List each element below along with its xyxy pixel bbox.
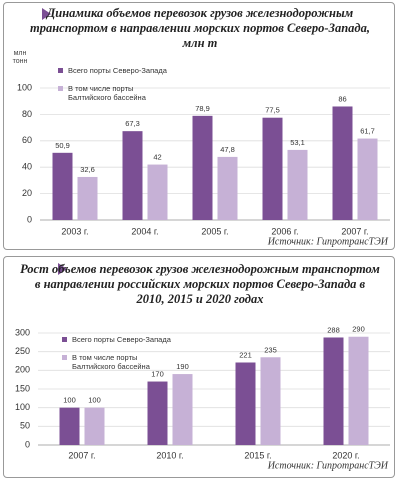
y-axis-label: млн тонн — [12, 50, 28, 65]
bar — [260, 357, 281, 445]
value-label: 78,9 — [195, 104, 210, 113]
x-tick-label: 2004 г. — [131, 226, 158, 236]
y-tick-label: 40 — [22, 162, 32, 172]
value-label: 190 — [176, 362, 189, 371]
bar — [357, 138, 378, 220]
bar — [262, 117, 283, 220]
y-tick-label: 150 — [15, 383, 30, 393]
y-tick-label: 100 — [15, 402, 30, 412]
legend-swatch — [58, 86, 63, 91]
value-label: 61,7 — [360, 127, 375, 136]
chart-title: Рост объемов перевозок грузов железнодор… — [20, 262, 380, 306]
y-tick-label: 250 — [15, 346, 30, 356]
legend-swatch — [62, 355, 67, 360]
bar — [332, 106, 353, 220]
x-tick-label: 2015 г. — [244, 450, 271, 460]
bar — [217, 156, 238, 220]
y-tick-label: 80 — [22, 109, 32, 119]
value-label: 170 — [151, 370, 164, 379]
source: Источник: ГипротрансТЭИ — [267, 236, 389, 247]
legend-swatch — [58, 68, 63, 73]
panel — [3, 2, 395, 250]
y-tick-label: 200 — [15, 365, 30, 375]
bar — [77, 176, 98, 220]
bar — [122, 131, 143, 220]
title-marker — [58, 263, 67, 275]
value-label: 235 — [264, 345, 277, 354]
legend-label: В том числе порты Балтийского бассейна — [68, 84, 146, 102]
value-label: 290 — [352, 325, 365, 334]
source: Источник: ГипротрансТЭИ — [267, 460, 389, 471]
x-tick-label: 2006 г. — [271, 226, 298, 236]
value-label: 32,6 — [80, 165, 95, 174]
value-label: 50,9 — [55, 141, 70, 150]
bar — [348, 336, 369, 445]
bar — [287, 149, 308, 220]
bar — [192, 115, 213, 220]
value-label: 42 — [153, 153, 161, 162]
bar — [84, 407, 105, 445]
legend-label: Всего порты Северо-Запада — [68, 66, 167, 75]
bar — [52, 152, 73, 220]
value-label: 47,8 — [220, 145, 235, 154]
value-label: 221 — [239, 350, 252, 359]
value-label: 86 — [338, 94, 346, 103]
y-tick-label: 100 — [17, 82, 32, 92]
value-label: 288 — [327, 325, 340, 334]
legend-label: В том числе порты Балтийского бассейна — [72, 353, 150, 371]
legend-swatch — [62, 337, 67, 342]
bar — [147, 164, 168, 220]
bar — [235, 362, 256, 445]
y-tick-label: 60 — [22, 135, 32, 145]
y-tick-label: 20 — [22, 188, 32, 198]
value-label: 77,5 — [265, 106, 280, 115]
y-tick-label: 50 — [20, 421, 30, 431]
bar — [59, 407, 80, 445]
chart-title: Динамика объемов перевозок грузов железн… — [30, 6, 370, 50]
value-label: 53,1 — [290, 138, 305, 147]
x-tick-label: 2007 г. — [68, 450, 95, 460]
x-tick-label: 2010 г. — [156, 450, 183, 460]
value-label: 100 — [63, 396, 76, 405]
value-label: 67,3 — [125, 119, 140, 128]
title-marker — [42, 8, 51, 20]
bar — [172, 374, 193, 445]
bar — [147, 381, 168, 445]
panel — [3, 256, 395, 478]
x-tick-label: 2007 г. — [341, 226, 368, 236]
legend-label: Всего порты Северо-Запада — [72, 335, 171, 344]
x-tick-label: 2005 г. — [201, 226, 228, 236]
y-tick-label: 300 — [15, 327, 30, 337]
x-tick-label: 2020 г. — [332, 450, 359, 460]
value-label: 100 — [88, 396, 101, 405]
x-tick-label: 2003 г. — [61, 226, 88, 236]
bar — [323, 337, 344, 445]
y-tick-label: 0 — [27, 214, 32, 224]
y-tick-label: 0 — [25, 439, 30, 449]
